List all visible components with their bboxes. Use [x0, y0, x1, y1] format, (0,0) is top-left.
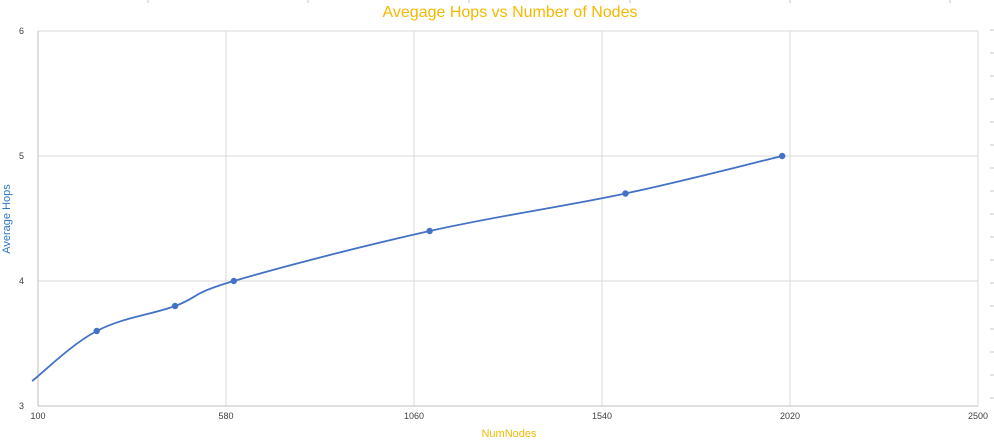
right-border-ticks — [990, 29, 994, 399]
gridlines — [38, 30, 979, 406]
chart-title: Avegage Hops vs Number of Nodes — [383, 4, 638, 21]
axes — [37, 31, 978, 407]
y-axis-label: Average Hops — [1, 184, 13, 254]
y-tick-label: 3 — [19, 401, 24, 411]
data-point — [171, 302, 179, 310]
data-point — [230, 277, 238, 285]
y-tick-label: 6 — [19, 26, 24, 36]
x-tick-label: 100 — [30, 411, 45, 421]
data-point — [622, 190, 629, 197]
x-tick-label: 2020 — [780, 411, 800, 421]
y-axis-ticks: 3 4 5 6 — [19, 26, 24, 411]
y-tick-label: 4 — [19, 276, 24, 286]
series-line — [31, 155, 783, 382]
top-border-ticks — [147, 0, 951, 3]
data-point — [93, 327, 100, 335]
x-tick-label: 2500 — [968, 411, 988, 421]
x-tick-label: 1540 — [592, 411, 612, 421]
series-group — [31, 152, 786, 382]
plot-area: 100 580 1060 1540 2020 2500 3 4 5 6 — [19, 26, 988, 421]
x-axis-ticks: 100 580 1060 1540 2020 2500 — [30, 411, 988, 421]
data-point — [778, 152, 786, 160]
data-point — [426, 227, 433, 235]
x-axis-label: NumNodes — [481, 428, 537, 440]
x-tick-label: 580 — [218, 411, 233, 421]
y-tick-label: 5 — [19, 151, 24, 161]
x-tick-label: 1060 — [404, 411, 424, 421]
